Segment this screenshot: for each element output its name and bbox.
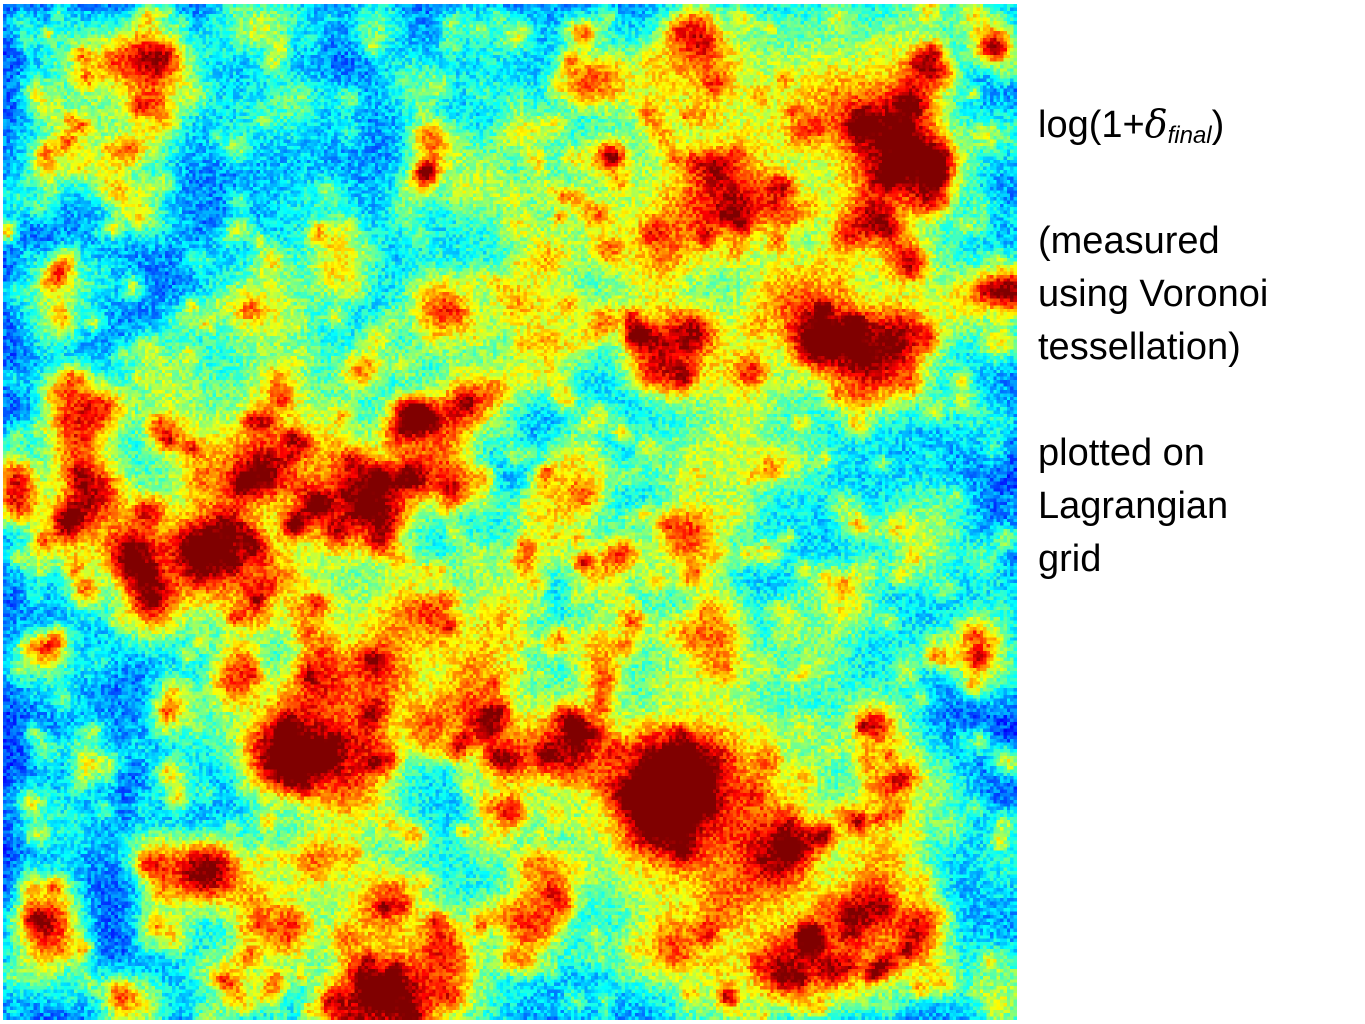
title-subscript: final <box>1167 122 1212 149</box>
delta-symbol: δ <box>1144 102 1168 146</box>
title-suffix: ) <box>1211 104 1225 146</box>
caption: log(1+δfinal) (measured using Voronoi te… <box>1038 98 1358 586</box>
density-heatmap <box>3 4 1017 1020</box>
caption-measure-note: (measured using Voronoi tessellation) <box>1038 220 1269 368</box>
caption-grid-note: plotted on Lagrangian grid <box>1038 432 1229 580</box>
title-prefix: log(1+ <box>1038 104 1145 146</box>
caption-title: log(1+δfinal) <box>1038 98 1358 162</box>
